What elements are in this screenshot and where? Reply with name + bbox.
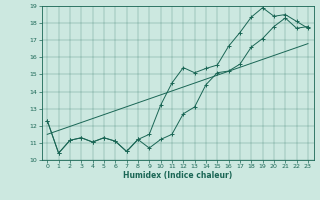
X-axis label: Humidex (Indice chaleur): Humidex (Indice chaleur) bbox=[123, 171, 232, 180]
